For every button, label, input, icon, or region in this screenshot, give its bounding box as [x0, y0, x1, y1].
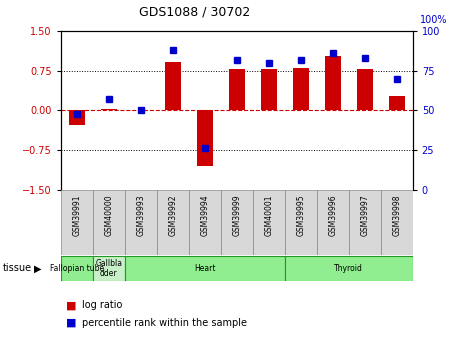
Bar: [285, 190, 317, 255]
Bar: [61, 256, 93, 281]
Bar: [69, 110, 85, 125]
Bar: [125, 190, 157, 255]
Text: GSM39991: GSM39991: [72, 194, 82, 236]
Text: GSM39993: GSM39993: [136, 194, 145, 236]
Bar: [317, 190, 349, 255]
Text: Fallopian tube: Fallopian tube: [50, 264, 104, 273]
Text: GSM39996: GSM39996: [328, 194, 337, 236]
Bar: [229, 69, 245, 110]
Bar: [165, 62, 181, 110]
Bar: [61, 190, 93, 255]
Text: GSM39998: GSM39998: [392, 194, 401, 236]
Bar: [253, 190, 285, 255]
Bar: [285, 256, 413, 281]
Text: Thyroid: Thyroid: [334, 264, 363, 273]
Bar: [261, 69, 277, 110]
Bar: [349, 190, 381, 255]
Text: ■: ■: [66, 318, 76, 327]
Bar: [389, 96, 405, 110]
Bar: [381, 190, 413, 255]
Bar: [93, 256, 125, 281]
Text: GDS1088 / 30702: GDS1088 / 30702: [139, 6, 250, 18]
Text: ▶: ▶: [34, 264, 42, 273]
Text: Gallbla
dder: Gallbla dder: [95, 258, 122, 278]
Text: GSM39994: GSM39994: [200, 194, 209, 236]
Text: GSM39997: GSM39997: [360, 194, 369, 236]
Bar: [125, 256, 285, 281]
Bar: [325, 57, 341, 110]
Bar: [157, 190, 189, 255]
Bar: [221, 190, 253, 255]
Bar: [101, 109, 117, 110]
Text: GSM39999: GSM39999: [232, 194, 242, 236]
Text: ■: ■: [66, 300, 76, 310]
Text: GSM40000: GSM40000: [105, 194, 113, 236]
Text: tissue: tissue: [2, 264, 31, 273]
Bar: [197, 110, 213, 166]
Bar: [189, 190, 221, 255]
Text: Heart: Heart: [194, 264, 216, 273]
Bar: [293, 68, 309, 110]
Text: 100%: 100%: [420, 15, 447, 25]
Text: log ratio: log ratio: [82, 300, 122, 310]
Text: GSM39995: GSM39995: [296, 194, 305, 236]
Text: GSM39992: GSM39992: [168, 194, 177, 236]
Text: GSM40001: GSM40001: [265, 194, 273, 236]
Text: percentile rank within the sample: percentile rank within the sample: [82, 318, 247, 327]
Bar: [93, 190, 125, 255]
Bar: [357, 69, 373, 110]
